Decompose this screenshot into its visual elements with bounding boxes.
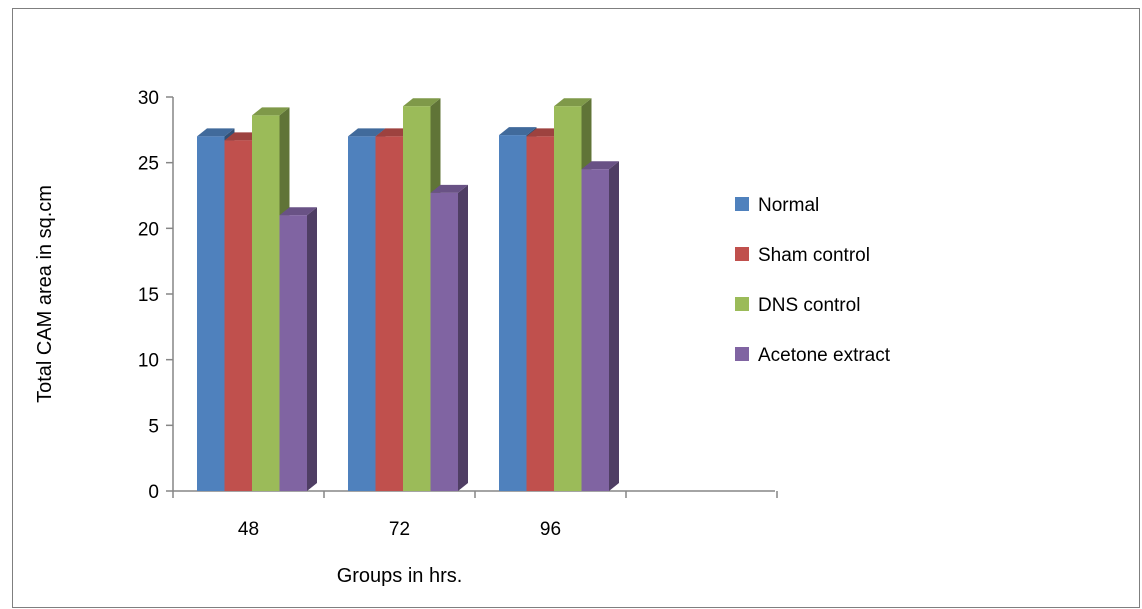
y-tick-label: 10 — [138, 351, 159, 372]
bar-front-face — [348, 136, 376, 491]
bar-side-face — [458, 184, 468, 491]
bar-chart: 0 5 10 15 20 25 30 48 72 96 Normal Sham control DNS… — [34, 88, 891, 587]
bar-front-face — [197, 136, 225, 491]
y-tick-label: 15 — [138, 285, 159, 306]
bar-front-face — [279, 215, 307, 491]
legend-swatch — [735, 197, 749, 211]
bar-top-face — [581, 161, 619, 170]
bar — [581, 161, 619, 491]
y-tick-label: 0 — [148, 482, 159, 503]
bar-top-face — [430, 184, 468, 193]
bar-top-face — [252, 107, 290, 116]
legend-swatch — [735, 347, 749, 361]
legend-swatch — [735, 297, 749, 311]
x-tick-label: 48 — [238, 519, 259, 540]
bar-top-face — [403, 98, 441, 107]
legend-item: Normal — [735, 195, 819, 216]
bar-top-face — [554, 98, 592, 107]
legend: Normal Sham control DNS control Acetone ext… — [735, 195, 891, 366]
bar — [430, 184, 468, 491]
bar — [279, 207, 317, 491]
axes: 0 5 10 15 20 25 30 48 72 96 — [138, 88, 778, 540]
bar-front-face — [224, 140, 252, 491]
bar-side-face — [609, 161, 619, 491]
y-tick-label: 30 — [138, 88, 159, 109]
bar-front-face — [430, 192, 458, 491]
x-tick-label: 72 — [389, 519, 410, 540]
bar-top-face — [348, 128, 386, 137]
bar-front-face — [554, 106, 582, 492]
legend-label: Acetone extract — [758, 345, 891, 366]
chart-frame: 0 5 10 15 20 25 30 48 72 96 Normal Sham control DNS… — [12, 8, 1140, 608]
x-axis-title: Groups in hrs. — [337, 565, 463, 587]
legend-label: Sham control — [758, 245, 870, 266]
bar-side-face — [307, 207, 317, 491]
legend-item: Sham control — [735, 245, 870, 266]
y-tick-label: 25 — [138, 154, 159, 175]
legend-swatch — [735, 247, 749, 261]
y-tick-label: 5 — [148, 416, 159, 437]
bar-front-face — [526, 136, 554, 491]
bar-front-face — [499, 135, 527, 491]
legend-item: DNS control — [735, 295, 860, 316]
x-tick-label: 96 — [540, 519, 561, 540]
bar-front-face — [581, 169, 609, 491]
legend-label: DNS control — [758, 295, 860, 316]
bar-top-face — [499, 127, 537, 136]
legend-label: Normal — [758, 195, 819, 216]
y-tick-label: 20 — [138, 219, 159, 240]
bar-top-face — [279, 207, 317, 216]
y-axis-title: Total CAM area in sq.cm — [34, 185, 56, 403]
bar-front-face — [375, 136, 403, 491]
bar-front-face — [403, 106, 431, 492]
legend-item: Acetone extract — [735, 345, 891, 366]
bar-front-face — [252, 115, 280, 492]
bars — [197, 98, 619, 492]
bar-top-face — [197, 128, 235, 137]
